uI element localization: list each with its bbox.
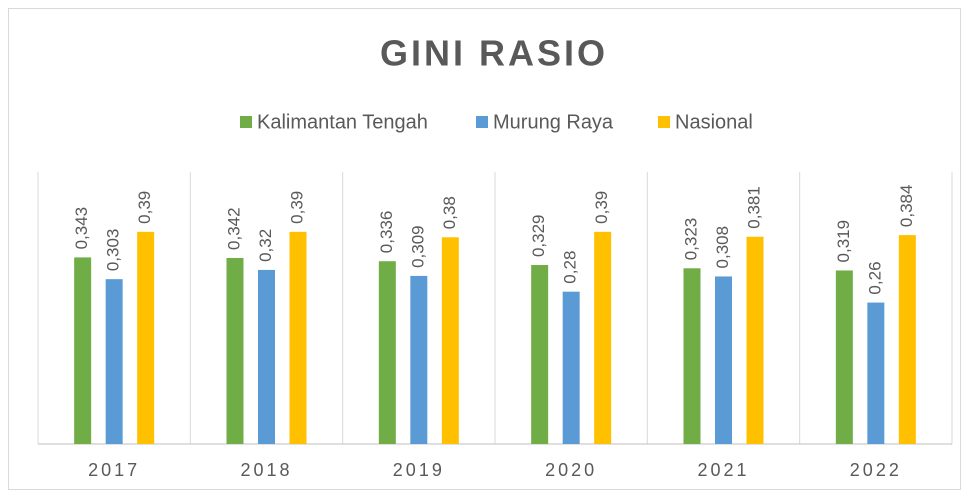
data-label: 0,38 (440, 196, 459, 229)
data-label: 0,384 (897, 185, 916, 228)
x-tick-label: 2017 (88, 460, 140, 480)
data-label: 0,329 (529, 214, 548, 257)
data-label: 0,343 (72, 207, 91, 250)
data-label: 0,336 (377, 211, 396, 254)
legend-swatch (240, 116, 252, 128)
bar (74, 257, 92, 444)
data-label: 0,319 (834, 220, 853, 263)
data-label: 0,39 (135, 191, 154, 224)
data-label: 0,323 (681, 218, 700, 261)
data-label: 0,381 (744, 186, 763, 229)
legend-swatch (476, 116, 488, 128)
data-label: 0,308 (713, 226, 732, 269)
data-label: 0,26 (865, 261, 884, 294)
bar (289, 231, 307, 444)
legend-swatch (658, 116, 670, 128)
data-label: 0,39 (287, 191, 306, 224)
legend-label: Nasional (675, 111, 753, 133)
data-label: 0,39 (592, 191, 611, 224)
data-label: 0,342 (224, 207, 243, 250)
bar (594, 231, 612, 444)
bar (715, 276, 732, 444)
bar (105, 279, 123, 444)
x-tick-label: 2019 (393, 460, 445, 480)
bar (746, 236, 764, 444)
data-label: 0,28 (561, 251, 580, 284)
bar (258, 269, 275, 444)
x-tick-label: 2022 (850, 460, 902, 480)
x-tick-label: 2021 (697, 460, 749, 480)
chart-title: GINI RASIO (380, 33, 608, 74)
bar (531, 265, 549, 444)
legend-label: Murung Raya (493, 111, 614, 133)
chart-border (8, 8, 961, 490)
bar (410, 275, 428, 444)
data-label: 0,32 (256, 229, 275, 262)
x-tick-label: 2020 (545, 460, 597, 480)
data-label: 0,303 (104, 229, 123, 272)
bar (441, 237, 459, 444)
legend-label: Kalimantan Tengah (257, 111, 428, 133)
data-label: 0,309 (408, 225, 427, 268)
bar (898, 235, 916, 444)
bar (378, 261, 396, 444)
bar (562, 291, 580, 444)
bar (226, 257, 244, 444)
bar (867, 302, 885, 444)
bar (835, 270, 853, 444)
bar (683, 268, 701, 444)
bar (137, 231, 155, 444)
x-tick-label: 2018 (240, 460, 292, 480)
